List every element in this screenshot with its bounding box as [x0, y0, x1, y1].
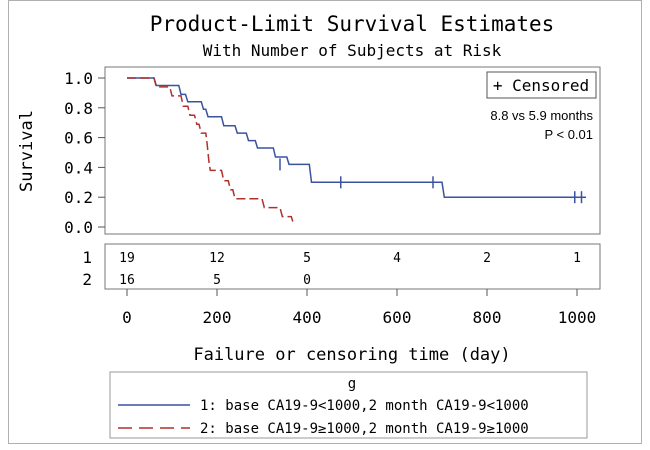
x-tick-label: 200 — [203, 308, 232, 327]
at-risk-count: 1 — [573, 251, 581, 266]
y-tick-label: 0.6 — [64, 129, 93, 148]
p-value-annotation: P < 0.01 — [544, 127, 593, 142]
at-risk-count: 16 — [119, 273, 135, 288]
y-tick-label: 0.4 — [64, 158, 93, 177]
at-risk-count: 19 — [119, 251, 135, 266]
x-tick-label: 800 — [473, 308, 502, 327]
legend-label-series-1: 1: base CA19-9<1000,2 month CA19-9<1000 — [200, 398, 529, 414]
at-risk-count: 4 — [393, 251, 401, 266]
x-tick-label: 1000 — [558, 308, 597, 327]
median-annotation: 8.8 vs 5.9 months — [490, 108, 593, 123]
series-layer — [127, 77, 586, 225]
at-risk-area-border — [104, 243, 601, 290]
y-axis-label: Survival — [17, 110, 37, 192]
at-risk-group-label: 2 — [82, 270, 92, 289]
at-risk-count: 0 — [303, 273, 311, 288]
y-tick-label: 1.0 — [64, 69, 93, 88]
legend-title: g — [348, 376, 356, 392]
at-risk-count: 12 — [209, 251, 225, 266]
legend-label-series-2: 2: base CA19-9≥1000,2 month CA19-9≥1000 — [200, 421, 529, 437]
at-risk-count: 5 — [303, 251, 311, 266]
at-risk-count: 5 — [213, 273, 221, 288]
y-tick-label: 0.2 — [64, 188, 93, 207]
x-axis: 0 200 400 600 800 1000 — [122, 289, 596, 327]
at-risk-count: 2 — [483, 251, 491, 266]
censored-legend-label: + Censored — [493, 76, 589, 95]
x-axis-label: Failure or censoring time (day) — [193, 345, 510, 365]
survival-curve-series-2 — [127, 77, 295, 225]
y-tick-label: 0.0 — [64, 218, 93, 237]
x-tick-label: 600 — [383, 308, 412, 327]
chart-title: Product-Limit Survival Estimates — [150, 12, 555, 36]
x-tick-label: 0 — [122, 308, 132, 327]
at-risk-group-label: 1 — [82, 248, 92, 267]
censored-legend-box — [486, 71, 597, 99]
at-risk-table: 1 19 12 5 4 2 12 16 5 0 — [82, 248, 581, 289]
y-tick-label: 0.8 — [64, 99, 93, 118]
y-axis: 0.0 0.2 0.4 0.6 0.8 1.0 — [64, 69, 105, 237]
legend-box — [109, 371, 588, 439]
x-tick-label: 400 — [293, 308, 322, 327]
plot-area-border — [104, 66, 601, 235]
survival-curve-series-1 — [127, 77, 586, 198]
figure-frame — [8, 0, 642, 444]
chart-subtitle: With Number of Subjects at Risk — [203, 41, 502, 60]
